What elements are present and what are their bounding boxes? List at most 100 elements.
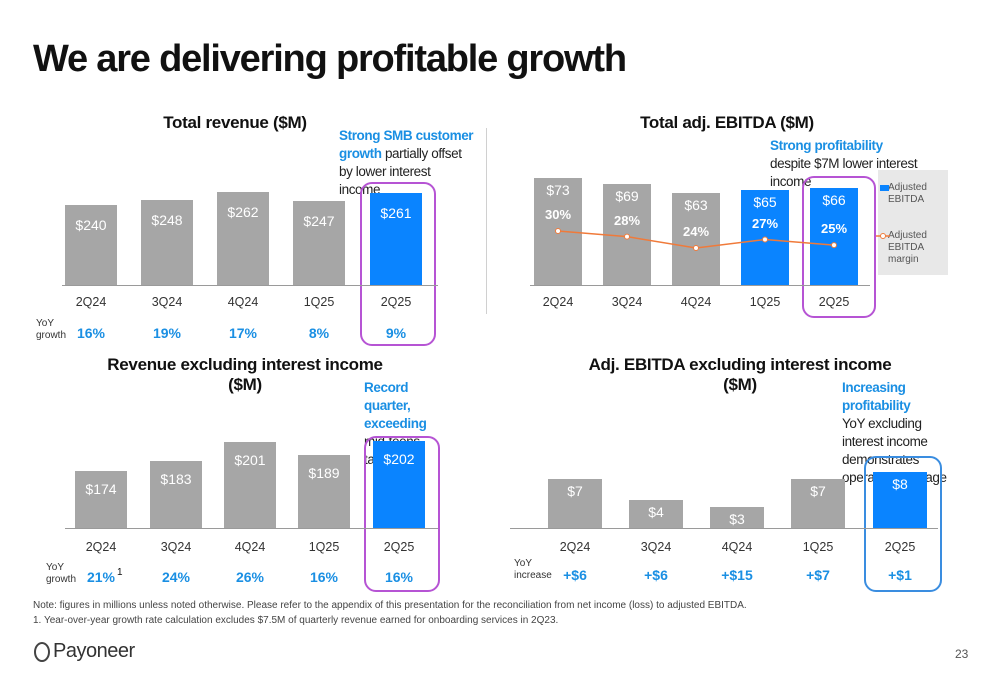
bar-value-label: $66 [822, 192, 846, 209]
margin-point [831, 242, 837, 249]
bar-2q25 [370, 192, 422, 285]
category-label: 2Q25 [383, 540, 415, 554]
label-line-2: growth [46, 574, 77, 585]
bar-4q24 [217, 192, 269, 285]
bar-value-label: $262 [227, 204, 259, 220]
yoy-value: 26% [235, 569, 265, 585]
margin-label: 28% [613, 212, 641, 228]
yoy-value: 21% [86, 569, 116, 585]
margin-point [762, 236, 768, 243]
chart-title-ebitda-ex: Adj. EBITDA excluding interest income ($… [588, 355, 892, 394]
label-line-1: YoY [36, 318, 54, 329]
x-axis [530, 285, 870, 286]
annotation-text: despite $7M lower interest income [770, 156, 918, 189]
yoy-value: 19% [152, 325, 182, 341]
yoy-growth-label: YoY growth [46, 562, 76, 586]
annotation-highlight: Increasing profitability [842, 380, 911, 413]
chart-title-total-ebitda: Total adj. EBITDA ($M) [640, 113, 814, 132]
category-label: 2Q25 [884, 540, 916, 554]
bar-value-label: $73 [546, 182, 570, 198]
category-label: 3Q24 [151, 295, 183, 309]
page-number: 23 [955, 647, 969, 661]
bar-value-label: $7 [810, 483, 826, 499]
category-label: 1Q25 [308, 540, 340, 554]
yoy-value: 16% [309, 569, 339, 585]
yoy-value: 16% [76, 325, 106, 341]
margin-label: 27% [751, 215, 779, 231]
divider [486, 128, 487, 314]
bar-3q24 [629, 500, 683, 528]
category-label: 1Q25 [802, 540, 834, 554]
bar-value-label: $7 [567, 483, 583, 499]
bar-value-label: $65 [753, 193, 777, 210]
bar-value-label: $240 [75, 216, 107, 233]
category-label: 2Q24 [85, 540, 117, 554]
category-label: 4Q24 [721, 540, 753, 554]
category-label: 2Q24 [542, 295, 574, 309]
bar-value-label: $201 [234, 452, 266, 469]
yoy-value: +$6 [644, 567, 668, 583]
legend-item-ebitda: Adjusted EBITDA [880, 182, 948, 206]
bar-value-label: $4 [648, 504, 664, 520]
highlight-box-2q25 [802, 176, 876, 318]
bar-value-label: $174 [85, 480, 117, 497]
bar-value-label: $8 [892, 476, 908, 492]
bar-value-label: $69 [615, 187, 639, 204]
highlight-box-2q25 [364, 436, 440, 592]
category-label: 2Q24 [559, 540, 591, 554]
bar-value-label: $3 [729, 511, 745, 527]
bar-value-label: $183 [160, 471, 192, 488]
margin-point [693, 245, 699, 251]
category-label: 2Q25 [380, 295, 412, 309]
slide-title: We are delivering profitable growth [33, 38, 627, 80]
highlight-box-2q25 [360, 182, 436, 346]
bar-2q25 [810, 188, 858, 285]
annotation-highlight: Strong profitability [770, 138, 883, 153]
category-label: 1Q25 [303, 295, 335, 309]
category-label: 4Q24 [227, 295, 259, 309]
chart-legend: Adjusted EBITDA Adjusted EBITDA margin [876, 170, 948, 275]
legend-swatch-bar [880, 185, 889, 191]
x-axis [65, 528, 438, 529]
bar-1q25 [293, 200, 345, 285]
bar-4q24 [224, 442, 276, 528]
legend-label: Adjusted EBITDA [888, 182, 927, 205]
category-label: 4Q24 [234, 540, 266, 554]
category-label: 3Q24 [160, 540, 192, 554]
bar-value-label: $261 [380, 204, 412, 221]
yoy-value: +$6 [563, 567, 587, 583]
category-label: 3Q24 [640, 540, 672, 554]
yoy-value: 9% [385, 325, 407, 341]
label-line-2: increase [514, 570, 552, 581]
category-label: 4Q24 [680, 295, 712, 309]
annotation-ebitda: Strong profitability despite $7M lower i… [770, 137, 920, 191]
bar-4q24 [710, 507, 764, 528]
yoy-value: 16% [384, 569, 414, 585]
category-label: 2Q24 [75, 295, 107, 309]
chart-title-total-revenue: Total revenue ($M) [163, 113, 307, 132]
bar-value-label: $247 [303, 212, 335, 229]
margin-label: 24% [682, 224, 710, 239]
yoy-growth-label: YoY growth [36, 318, 66, 342]
bar-value-label: $63 [684, 196, 708, 213]
footnote-marker: 1 [117, 567, 123, 578]
legend-swatch-line [876, 233, 890, 239]
payoneer-logo-text: Payoneer [53, 640, 135, 662]
legend-label: Adjusted EBITDA margin [888, 230, 927, 265]
highlight-box-2q25 [864, 456, 942, 592]
category-label: 3Q24 [611, 295, 643, 309]
bar-value-label: $202 [383, 451, 415, 467]
yoy-value: 17% [228, 325, 258, 341]
bar-value-label: $248 [151, 212, 183, 229]
yoy-value: 8% [308, 325, 330, 341]
bar-value-label: $189 [308, 464, 340, 481]
bar-3q24 [150, 461, 202, 528]
label-line-2: growth [36, 330, 67, 341]
label-line-1: YoY [46, 562, 64, 573]
category-label: 1Q25 [749, 295, 781, 309]
annotation-highlight: Record quarter, exceeding [364, 380, 427, 431]
